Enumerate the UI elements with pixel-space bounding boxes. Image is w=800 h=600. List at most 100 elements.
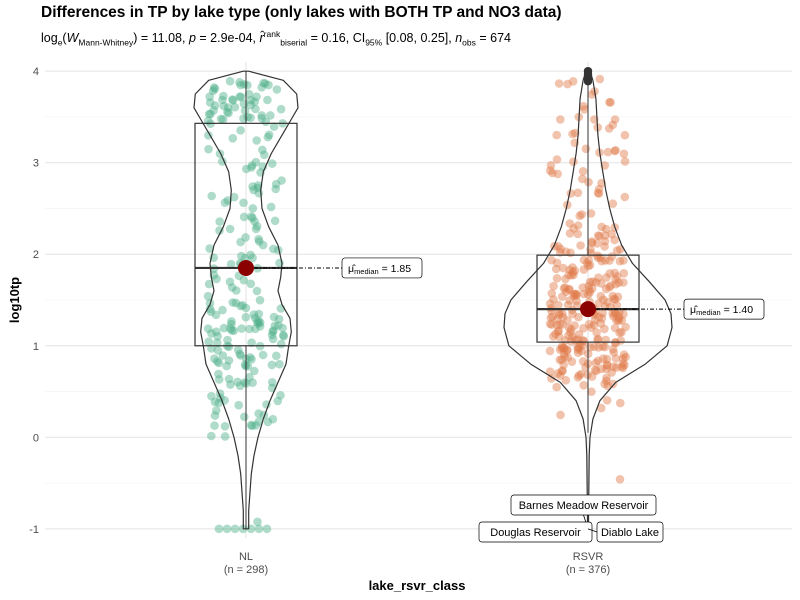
data-point	[246, 279, 256, 289]
data-point	[565, 219, 575, 228]
data-point	[610, 235, 619, 245]
data-point	[207, 191, 216, 201]
data-point	[609, 362, 618, 372]
data-point	[570, 128, 580, 138]
data-point	[587, 90, 597, 99]
data-point	[568, 309, 577, 319]
data-point	[604, 124, 614, 133]
data-point	[577, 210, 587, 219]
data-point	[568, 129, 577, 139]
subtitle-n-sub: obs	[462, 37, 476, 48]
data-point	[205, 98, 215, 107]
data-point	[260, 150, 269, 160]
data-point	[261, 117, 271, 127]
data-point	[564, 285, 574, 295]
data-point	[225, 277, 235, 287]
data-point	[576, 241, 585, 250]
data-point	[587, 372, 597, 381]
data-point	[220, 432, 230, 441]
data-point	[573, 345, 583, 354]
data-point	[559, 360, 568, 370]
data-point	[619, 256, 628, 265]
data-point	[226, 324, 235, 333]
data-point	[579, 265, 589, 274]
data-point	[573, 342, 583, 352]
data-point	[559, 284, 569, 293]
data-point	[597, 364, 606, 374]
median-label: μ̂median = 1.85	[341, 257, 423, 279]
subtitle-p-label: p	[188, 31, 196, 46]
data-point	[251, 421, 261, 430]
data-point	[254, 409, 263, 418]
data-point	[556, 410, 565, 420]
data-point	[618, 354, 628, 363]
data-point	[250, 313, 260, 323]
data-point	[255, 322, 265, 331]
data-point	[592, 366, 601, 376]
point-label: Barnes Meadow Reservoir	[510, 494, 657, 529]
subtitle-n-label: n	[455, 31, 463, 46]
data-point	[553, 242, 563, 251]
y-tick-label: 2	[33, 249, 39, 261]
data-point	[240, 412, 249, 422]
data-points	[545, 74, 630, 484]
data-point	[612, 300, 622, 310]
data-point	[212, 327, 221, 337]
data-point	[573, 229, 583, 239]
subtitle-stat-label: log	[41, 31, 58, 46]
data-point	[241, 312, 251, 322]
data-point	[270, 321, 280, 331]
data-point	[567, 357, 577, 367]
point-label-text: Douglas Reservoir	[490, 527, 581, 539]
data-point	[563, 79, 572, 89]
subtitle-ci-value: [0.08, 0.25],	[385, 31, 456, 46]
data-point	[573, 348, 583, 358]
data-point	[545, 367, 555, 377]
data-point	[608, 345, 618, 354]
data-point	[215, 226, 224, 235]
data-point	[610, 308, 620, 318]
point-label-box	[596, 521, 664, 543]
data-point	[553, 314, 562, 324]
box	[536, 254, 640, 343]
data-point	[609, 348, 619, 357]
data-point	[601, 256, 610, 265]
data-point	[206, 109, 215, 119]
data-point	[270, 216, 280, 226]
data-point	[250, 217, 259, 226]
data-point	[269, 312, 279, 322]
data-point	[578, 174, 587, 184]
data-point	[224, 374, 234, 384]
data-point	[556, 244, 565, 254]
data-point	[205, 244, 214, 253]
data-point	[554, 79, 564, 88]
data-point	[599, 295, 608, 305]
data-point	[267, 159, 277, 168]
data-point	[548, 312, 557, 321]
point-label: Diablo Lake	[587, 521, 664, 543]
data-point	[559, 349, 569, 359]
data-point	[214, 375, 224, 384]
data-point	[569, 289, 579, 299]
subtitle-n-value: = 674	[479, 31, 511, 46]
data-point	[268, 334, 278, 344]
data-point	[214, 524, 224, 534]
data-point	[226, 259, 236, 269]
data-point	[571, 289, 580, 299]
data-point	[204, 144, 213, 154]
data-point	[266, 111, 275, 120]
data-point	[566, 248, 575, 258]
data-point	[214, 398, 224, 408]
data-point	[616, 398, 625, 408]
data-point	[560, 283, 570, 292]
data-point	[204, 279, 214, 289]
data-point	[552, 382, 561, 392]
data-point	[573, 188, 583, 198]
data-point	[268, 378, 277, 387]
data-point	[558, 292, 567, 301]
data-point	[557, 342, 567, 351]
data-point	[212, 338, 222, 348]
data-point	[553, 169, 562, 179]
data-point	[602, 364, 611, 374]
data-point	[259, 78, 268, 88]
